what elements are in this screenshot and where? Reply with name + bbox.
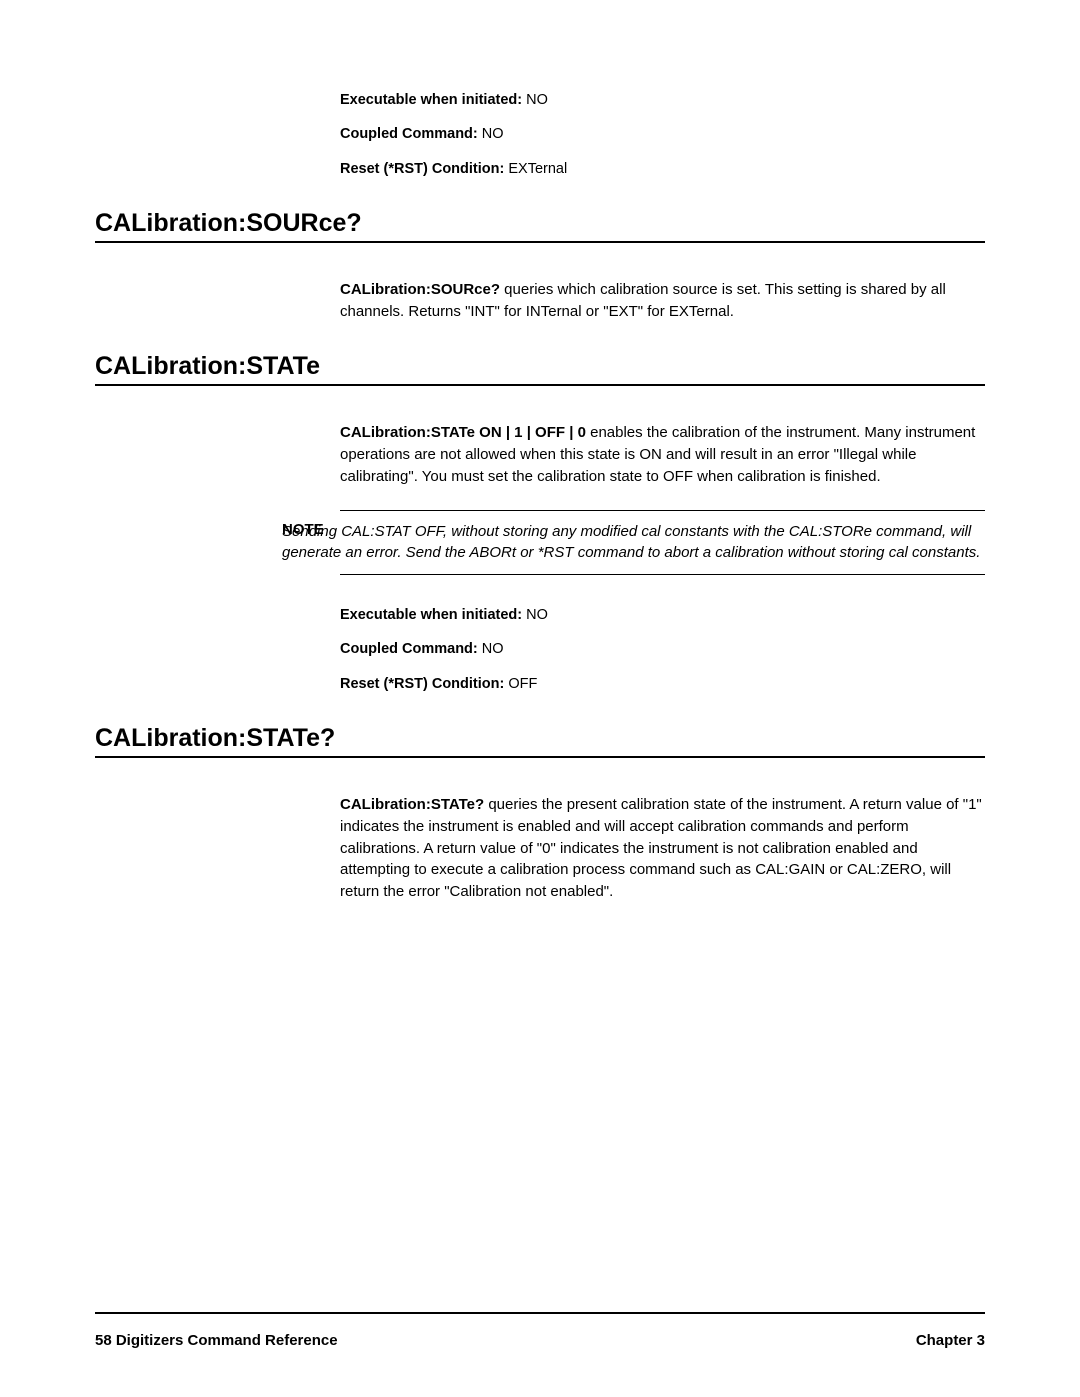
source-query-cmd: CALibration:SOURce? bbox=[340, 281, 500, 298]
coupled-value: NO bbox=[482, 126, 504, 142]
coupled-label: Coupled Command: bbox=[340, 126, 482, 142]
footer-rule bbox=[95, 1312, 985, 1314]
section-heading-source-query: CALibration:SOURce? bbox=[95, 209, 985, 241]
note-rule-bottom bbox=[340, 574, 985, 575]
coupled-value: NO bbox=[482, 641, 504, 657]
section-heading-state-query: CALibration:STATe? bbox=[95, 724, 985, 756]
state-properties: Executable when initiated: NO Coupled Co… bbox=[340, 605, 985, 694]
exec-label: Executable when initiated: bbox=[340, 607, 526, 623]
exec-value: NO bbox=[526, 92, 548, 108]
top-properties: Executable when initiated: NO Coupled Co… bbox=[340, 90, 985, 179]
coupled-label: Coupled Command: bbox=[340, 641, 482, 657]
reset-line: Reset (*RST) Condition: EXTernal bbox=[340, 159, 985, 179]
note-block: NOTE Sending CAL:STAT OFF, without stori… bbox=[340, 510, 985, 576]
exec-line: Executable when initiated: NO bbox=[340, 90, 985, 110]
state-query-cmd: CALibration:STATe? bbox=[340, 796, 484, 813]
coupled-line: Coupled Command: NO bbox=[340, 124, 985, 144]
heading-rule bbox=[95, 241, 985, 243]
note-text: Sending CAL:STAT OFF, without storing an… bbox=[282, 521, 985, 565]
reset-label: Reset (*RST) Condition: bbox=[340, 676, 508, 692]
footer: 58 Digitizers Command Reference Chapter … bbox=[95, 1332, 985, 1349]
reset-value: EXTernal bbox=[508, 161, 567, 177]
exec-label: Executable when initiated: bbox=[340, 92, 526, 108]
source-query-body: CALibration:SOURce? queries which calibr… bbox=[340, 279, 985, 323]
footer-left: 58 Digitizers Command Reference bbox=[95, 1332, 338, 1349]
reset-label: Reset (*RST) Condition: bbox=[340, 161, 508, 177]
footer-right: Chapter 3 bbox=[916, 1332, 985, 1349]
section-heading-state: CALibration:STATe bbox=[95, 352, 985, 384]
state-cmd: CALibration:STATe ON | 1 | OFF | 0 bbox=[340, 424, 586, 441]
page: Executable when initiated: NO Coupled Co… bbox=[0, 0, 1080, 1397]
exec-line: Executable when initiated: NO bbox=[340, 605, 985, 625]
reset-value: OFF bbox=[508, 676, 537, 692]
state-body: CALibration:STATe ON | 1 | OFF | 0 enabl… bbox=[340, 422, 985, 487]
exec-value: NO bbox=[526, 607, 548, 623]
heading-rule bbox=[95, 756, 985, 758]
coupled-line: Coupled Command: NO bbox=[340, 639, 985, 659]
state-query-body: CALibration:STATe? queries the present c… bbox=[340, 794, 985, 903]
reset-line: Reset (*RST) Condition: OFF bbox=[340, 674, 985, 694]
heading-rule bbox=[95, 384, 985, 386]
note-body: NOTE Sending CAL:STAT OFF, without stori… bbox=[340, 511, 985, 575]
